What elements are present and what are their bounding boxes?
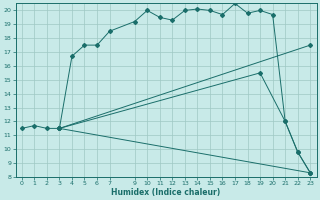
X-axis label: Humidex (Indice chaleur): Humidex (Indice chaleur) xyxy=(111,188,221,197)
